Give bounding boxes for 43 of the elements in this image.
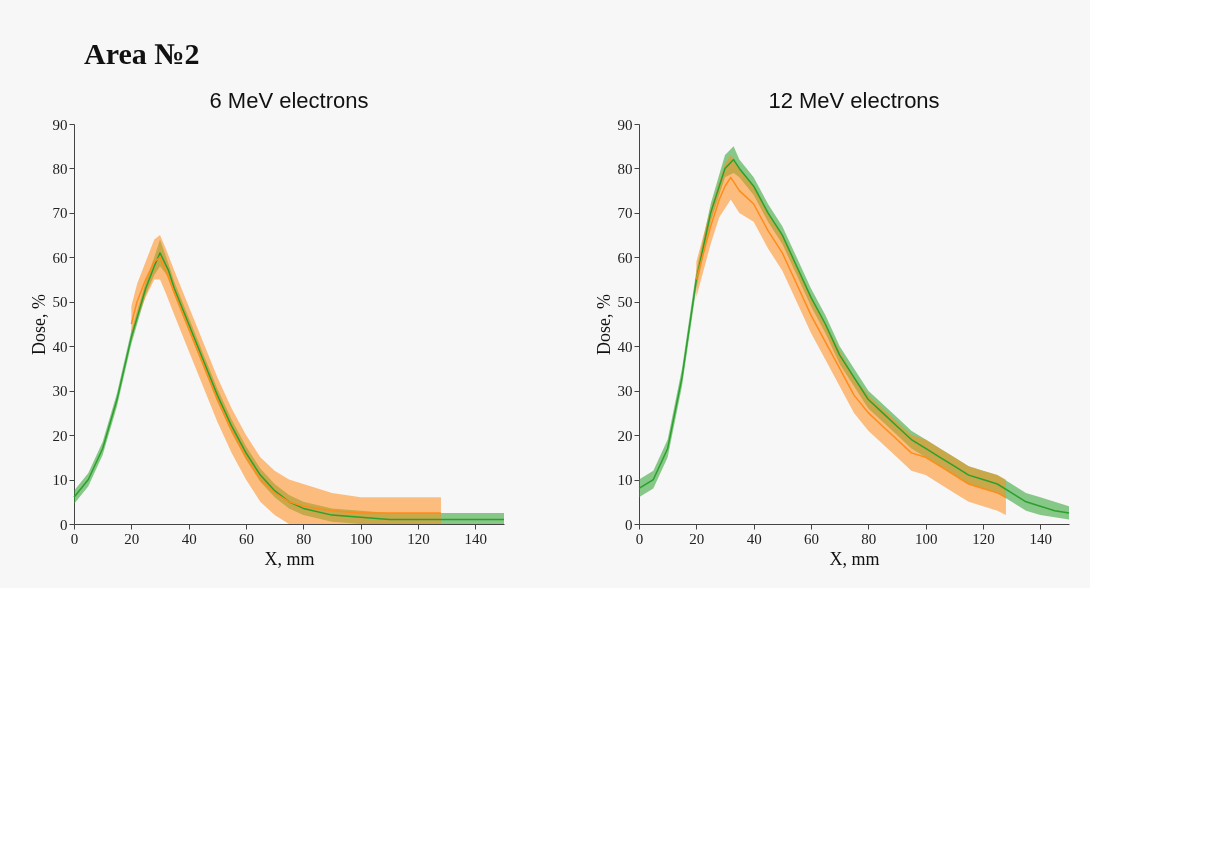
- x-tick-label: 20: [689, 530, 705, 547]
- y-axis-title: Dose, %: [593, 294, 614, 355]
- x-tick-label: 100: [349, 530, 373, 547]
- x-tick-label: 80: [296, 530, 312, 547]
- x-tick-label: 20: [124, 530, 140, 547]
- x-tick-label: 120: [407, 530, 430, 547]
- x-tick-label: 60: [239, 530, 254, 547]
- x-tick-label: 120: [972, 530, 995, 547]
- y-axis-title: Dose, %: [28, 294, 49, 355]
- x-tick-label: 40: [746, 530, 762, 547]
- x-tick-label: 0: [70, 530, 79, 547]
- y-tick-label: 30: [52, 383, 68, 400]
- chart-title: 6 MeV electrons: [209, 88, 369, 113]
- y-tick-label: 40: [52, 338, 68, 355]
- y-tick-label: 60: [617, 249, 633, 266]
- x-tick-label: 140: [1029, 530, 1053, 547]
- y-tick-label: 0: [625, 516, 633, 533]
- x-tick-label: 40: [181, 530, 197, 547]
- y-tick-label: 70: [617, 205, 633, 222]
- y-tick-label: 20: [52, 427, 68, 444]
- y-tick-label: 70: [52, 205, 68, 222]
- x-tick-label: 0: [635, 530, 644, 547]
- x-tick-label: 80: [861, 530, 877, 547]
- x-tick-label: 60: [804, 530, 819, 547]
- y-tick-label: 10: [52, 472, 68, 489]
- x-axis-title: X, mm: [264, 548, 315, 569]
- y-tick-label: 80: [52, 160, 68, 177]
- y-tick-label: 50: [52, 294, 68, 311]
- y-tick-label: 80: [617, 160, 633, 177]
- y-tick-label: 40: [617, 338, 633, 355]
- y-tick-label: 20: [617, 427, 633, 444]
- y-tick-label: 90: [617, 116, 633, 133]
- y-tick-label: 50: [617, 294, 633, 311]
- y-tick-label: 10: [617, 472, 633, 489]
- y-tick-label: 90: [52, 116, 68, 133]
- text: Area №2: [84, 37, 200, 70]
- x-axis-title: X, mm: [829, 548, 880, 569]
- y-tick-label: 60: [52, 249, 68, 266]
- chart-title: 12 MeV electrons: [768, 88, 940, 113]
- y-tick-label: 30: [617, 383, 633, 400]
- x-tick-label: 140: [464, 530, 488, 547]
- x-tick-label: 100: [914, 530, 938, 547]
- y-tick-label: 0: [60, 516, 68, 533]
